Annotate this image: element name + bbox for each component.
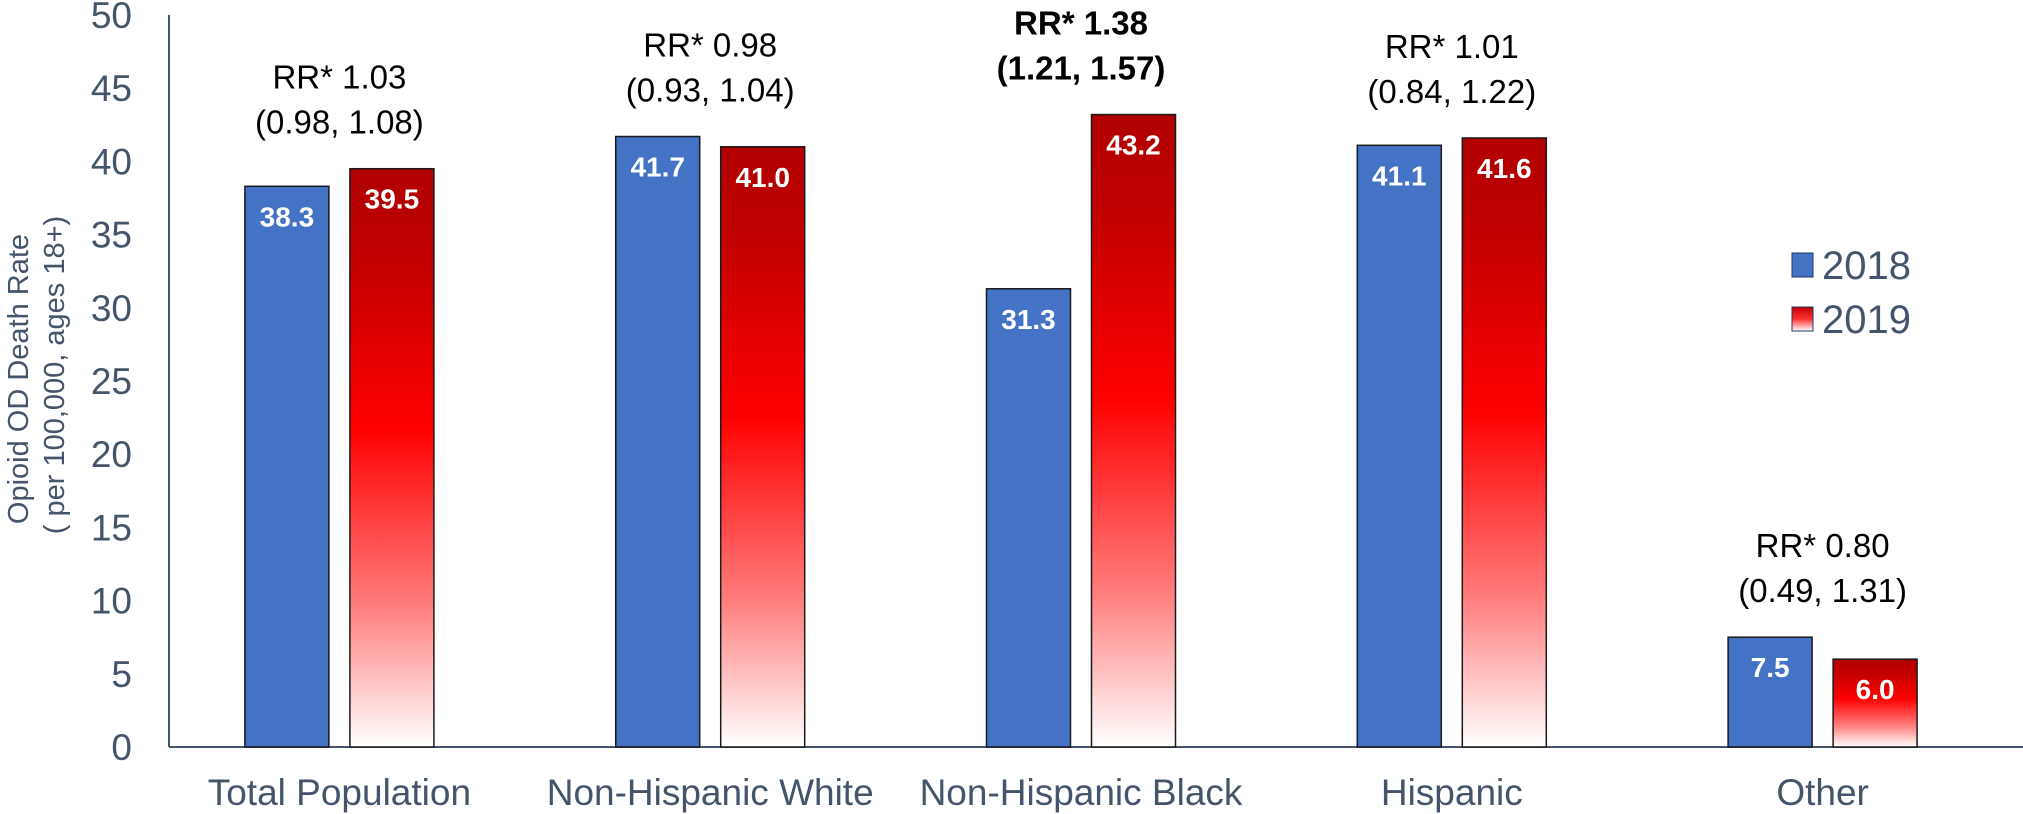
- data-label-2018-3: 31.3: [1001, 304, 1056, 335]
- y-tick-label: 5: [111, 654, 132, 695]
- legend-swatch-2019: [1791, 306, 1814, 332]
- data-label-2019-1: 39.5: [365, 184, 420, 215]
- bar-2019-2: [719, 146, 806, 748]
- legend-label-2018: 2018: [1822, 244, 1911, 288]
- data-label-2018-4: 41.1: [1372, 160, 1427, 191]
- rr-confidence-interval: (0.93, 1.04): [626, 72, 795, 109]
- data-label-2018-2: 41.7: [630, 152, 685, 183]
- category-label: Non-Hispanic White: [547, 772, 874, 813]
- y-tick-label: 10: [91, 581, 132, 622]
- bar-2019-3: [1090, 113, 1177, 748]
- bar-2018-2: [614, 135, 701, 748]
- rr-estimate: RR* 0.80: [1756, 527, 1890, 564]
- y-tick-label: 15: [91, 507, 132, 548]
- legend-label-2019: 2019: [1822, 298, 1911, 342]
- data-label-2018-1: 38.3: [260, 201, 315, 232]
- y-tick-label: 25: [91, 361, 132, 402]
- y-axis-title-line-1: Opioid OD Death Rate: [3, 234, 35, 524]
- bar-2018-4: [1356, 144, 1443, 748]
- category-label: Other: [1776, 772, 1869, 813]
- bar-2019-1: [349, 167, 435, 748]
- bars: [244, 113, 1918, 748]
- rr-estimate: RR* 1.01: [1385, 28, 1519, 65]
- y-axis: 0 5 10 15 20 25 30 35 40 45 50: [91, 0, 170, 768]
- y-tick-label: 20: [91, 434, 132, 475]
- data-label-2019-5: 6.0: [1856, 674, 1895, 705]
- category-labels: Total Population Non-Hispanic White Non-Hi…: [208, 772, 1869, 813]
- bar-2019-4: [1461, 137, 1548, 748]
- y-axis-title-line-2: ( per 100,000, ages 18+): [39, 216, 71, 534]
- y-tick-label: 30: [91, 288, 132, 329]
- bar-2019-5: [1832, 658, 1918, 748]
- rr-estimate: RR* 0.98: [643, 27, 777, 64]
- y-tick-label: 35: [91, 215, 132, 256]
- category-label: Hispanic: [1381, 772, 1523, 813]
- rr-annotations: RR* 1.03 (0.98, 1.08) RR* 0.98 (0.93, 1.04)…: [255, 5, 1907, 610]
- bar-2018-3: [985, 288, 1072, 748]
- rr-confidence-interval: (0.84, 1.22): [1367, 73, 1536, 110]
- rr-estimate: RR* 1.03: [272, 59, 406, 96]
- data-label-2019-4: 41.6: [1477, 153, 1532, 184]
- data-labels: 38.3 39.5 41.7 41.0 31.3 43.2 41.1 41.6 7.5 6.0: [260, 130, 1895, 706]
- data-label-2019-2: 41.0: [735, 162, 790, 193]
- data-label-2018-5: 7.5: [1751, 652, 1790, 683]
- y-tick-label: 40: [91, 141, 132, 182]
- rr-confidence-interval: (0.98, 1.08): [255, 104, 424, 141]
- y-tick-label: 50: [91, 0, 132, 36]
- bar-2018-5: [1727, 636, 1813, 748]
- category-label: Total Population: [208, 772, 471, 813]
- bar-2018-1: [244, 185, 330, 748]
- category-label: Non-Hispanic Black: [920, 772, 1243, 813]
- y-tick-label: 45: [91, 68, 132, 109]
- legend-swatch-2018: [1791, 252, 1814, 278]
- rr-confidence-interval: (0.49, 1.31): [1738, 572, 1907, 609]
- y-axis-title: Opioid OD Death Rate ( per 100,000, ages…: [3, 216, 71, 534]
- rr-confidence-interval: (1.21, 1.57): [997, 50, 1166, 87]
- data-label-2019-3: 43.2: [1106, 130, 1161, 161]
- rr-estimate: RR* 1.38: [1014, 5, 1148, 42]
- legend: 2018 2019: [1791, 244, 1911, 342]
- y-tick-labels: 0 5 10 15 20 25 30 35 40 45 50: [91, 0, 132, 768]
- y-tick-label: 0: [111, 727, 132, 768]
